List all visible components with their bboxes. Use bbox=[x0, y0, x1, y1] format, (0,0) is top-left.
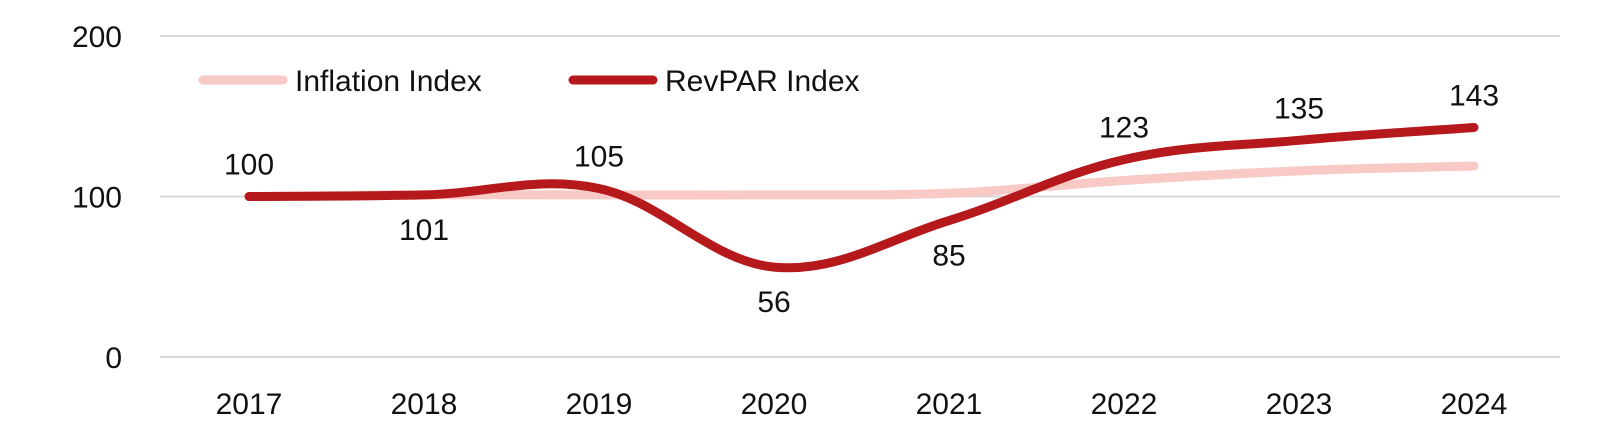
data-point-inflation-index-2021 bbox=[945, 189, 953, 197]
y-tick-label-200: 200 bbox=[72, 21, 122, 54]
x-tick-label-2023: 2023 bbox=[1266, 388, 1333, 421]
data-point-revpar-index-2022 bbox=[1120, 156, 1128, 164]
legend-label-revpar-index: RevPAR Index bbox=[665, 65, 860, 98]
data-point-inflation-index-2020 bbox=[770, 191, 778, 199]
data-point-revpar-index-2020 bbox=[770, 263, 778, 271]
y-tick-label-0: 0 bbox=[105, 342, 122, 375]
series-line-revpar-index bbox=[244, 122, 1479, 273]
y-tick-label-100: 100 bbox=[72, 182, 122, 215]
data-point-revpar-index-2021 bbox=[945, 217, 953, 225]
data-label-revpar-index-2021: 85 bbox=[932, 240, 965, 273]
x-tick-label-2020: 2020 bbox=[741, 388, 808, 421]
x-tick-label-2019: 2019 bbox=[566, 388, 633, 421]
x-tick-label-2018: 2018 bbox=[391, 388, 458, 421]
x-tick-label-2017: 2017 bbox=[216, 388, 283, 421]
data-label-revpar-index-2023: 135 bbox=[1274, 92, 1324, 125]
data-point-revpar-index-2023 bbox=[1295, 136, 1303, 144]
x-tick-label-2024: 2024 bbox=[1441, 388, 1508, 421]
data-label-revpar-index-2018: 101 bbox=[399, 214, 449, 247]
data-label-revpar-index-2024: 143 bbox=[1449, 79, 1499, 112]
data-labels: 100 101 105 56 85 123 135 143 bbox=[224, 79, 1499, 319]
data-point-revpar-index-2019 bbox=[595, 184, 603, 192]
data-label-revpar-index-2020: 56 bbox=[757, 286, 790, 319]
data-label-revpar-index-2019: 105 bbox=[574, 140, 624, 173]
data-point-revpar-index-2018 bbox=[420, 191, 428, 199]
series-lines bbox=[244, 122, 1479, 273]
data-label-revpar-index-2022: 123 bbox=[1099, 112, 1149, 145]
data-point-inflation-index-2022 bbox=[1120, 176, 1128, 184]
data-point-inflation-index-2024 bbox=[1470, 162, 1478, 170]
data-point-revpar-index-2024 bbox=[1470, 123, 1478, 131]
legend-label-inflation-index: Inflation Index bbox=[295, 65, 482, 98]
x-tick-label-2021: 2021 bbox=[916, 388, 983, 421]
y-axis: 0 100 200 bbox=[72, 21, 122, 375]
data-point-inflation-index-2023 bbox=[1295, 167, 1303, 175]
x-tick-label-2022: 2022 bbox=[1091, 388, 1158, 421]
data-label-revpar-index-2017: 100 bbox=[224, 149, 274, 182]
data-point-revpar-index-2017 bbox=[245, 193, 253, 201]
legend: Inflation Index RevPAR Index bbox=[198, 65, 860, 98]
x-axis: 2017 2018 2019 2020 2021 2022 2023 2024 bbox=[216, 388, 1508, 421]
